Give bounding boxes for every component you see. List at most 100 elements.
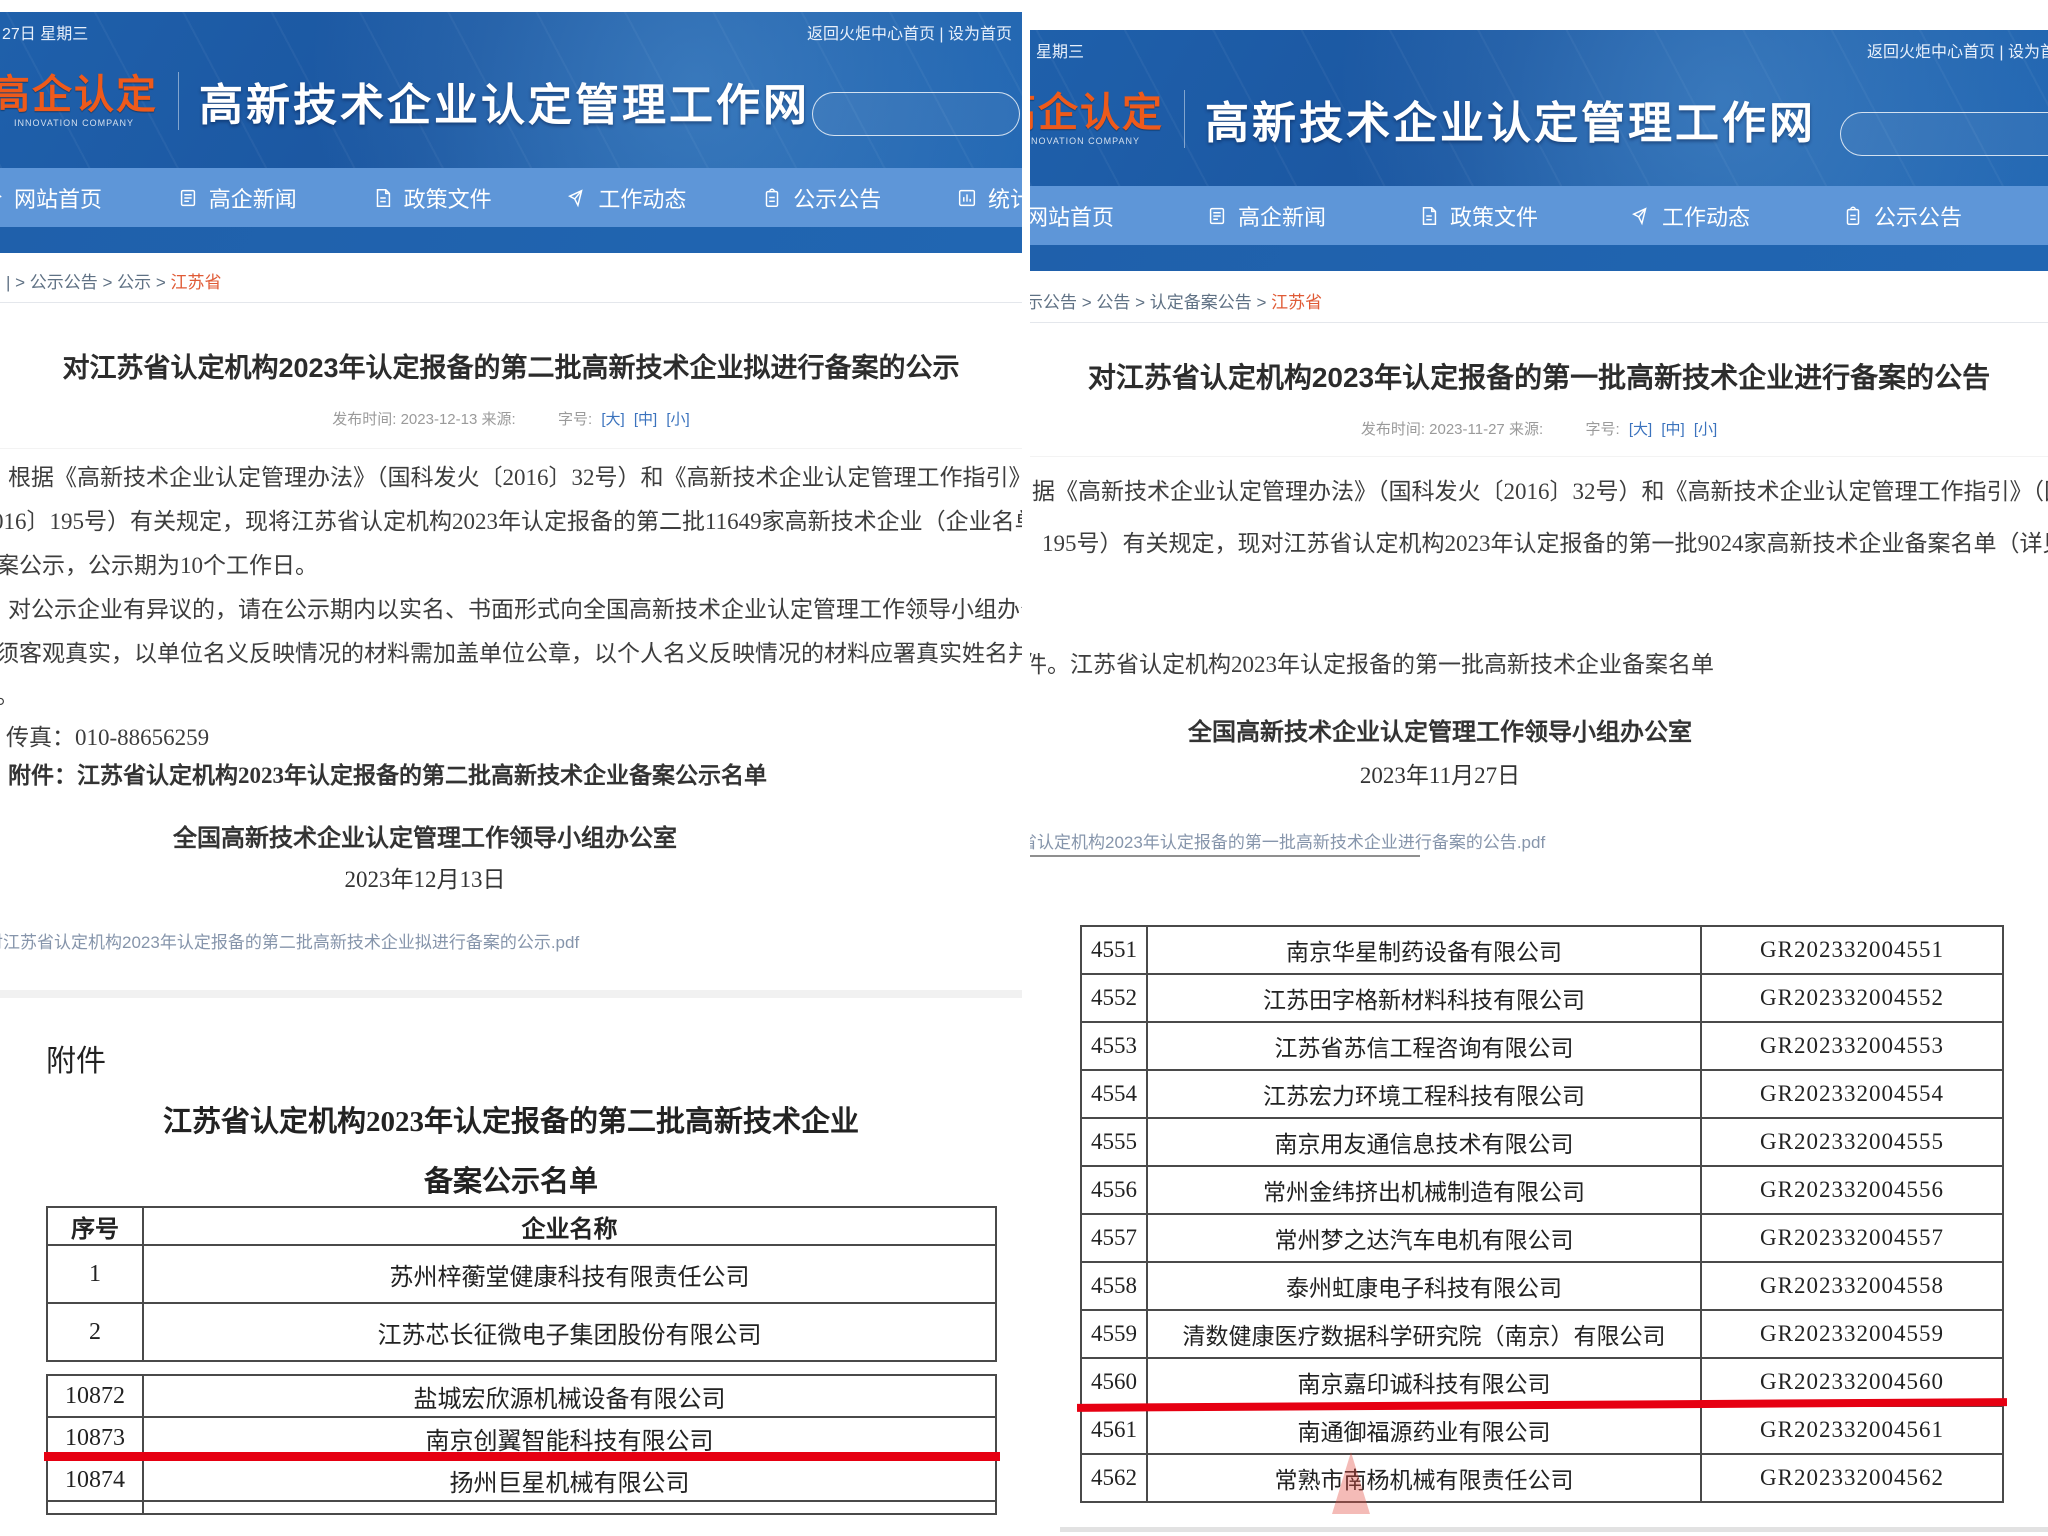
table-row: 10874 扬州巨星机械有限公司 xyxy=(46,1458,997,1502)
main-nav: 网站首页 高企新闻 政策文件 工作动态 公示公告 统计数据 xyxy=(1030,186,2048,245)
row-seq: 10874 xyxy=(46,1458,144,1502)
home-icon xyxy=(0,194,2,198)
table-row-partial xyxy=(46,1500,997,1515)
nav-item-home[interactable]: 网站首页 xyxy=(0,182,102,214)
divider xyxy=(0,448,1022,449)
breadcrumb-path[interactable]: | > 公示公告 > 公示 > xyxy=(6,273,171,292)
breadcrumb-path[interactable]: 示公告 > 公告 > 认定备案公告 > xyxy=(1030,293,1272,312)
table-row: 4561 南通御福源药业有限公司 GR202332004561 xyxy=(1080,1405,2004,1455)
body-line: 016〕195号）有关规定，现将江苏省认定机构2023年认定报备的第二批1164… xyxy=(0,509,1022,534)
fontsize-medium-button[interactable]: [中] xyxy=(1661,421,1685,438)
brand-divider xyxy=(1184,90,1185,148)
nav-item-news[interactable]: 高企新闻 xyxy=(177,182,297,214)
row-company-name: 扬州巨星机械有限公司 xyxy=(142,1458,997,1502)
search-input[interactable] xyxy=(1840,112,2048,156)
table-row: 1 苏州梓蘅堂健康科技有限责任公司 xyxy=(46,1244,997,1304)
col-header-seq: 序号 xyxy=(46,1206,144,1246)
attachment-label: 附件 xyxy=(46,1045,106,1078)
nav-label: 政策文件 xyxy=(403,186,492,212)
row-company-name: 江苏田字格新材料科技有限公司 xyxy=(1146,973,1702,1023)
row-cert-number: GR202332004553 xyxy=(1700,1021,2004,1071)
article-title: 对江苏省认定机构2023年认定报备的第二批高新技术企业拟进行备案的公示 xyxy=(62,353,960,383)
row-seq: 4562 xyxy=(1080,1453,1148,1503)
header-strip xyxy=(0,227,1022,253)
nav-item-announcements[interactable]: 公示公告 xyxy=(1842,200,1962,232)
publish-date: 2023-11-27 xyxy=(1429,421,1505,438)
body-line: 件。江苏省认定机构2023年认定报备的第一批高新技术企业备案名单 xyxy=(1030,652,1714,677)
row-seq: 4557 xyxy=(1080,1213,1148,1263)
fontsize-small-button[interactable]: [小] xyxy=(666,411,690,428)
nav-label: 高企新闻 xyxy=(208,186,297,212)
partial-divider xyxy=(1030,855,1420,857)
fontsize-large-button[interactable]: [大] xyxy=(1628,421,1653,438)
nav-label: 公示公告 xyxy=(1873,204,1962,230)
nav-item-news[interactable]: 高企新闻 xyxy=(1206,200,1326,232)
row-company-name: 江苏芯长征微电子集团股份有限公司 xyxy=(142,1302,997,1362)
row-company-name: 南京华星制药设备有限公司 xyxy=(1146,925,1702,975)
divider xyxy=(1030,456,2048,457)
nav-item-home[interactable]: 网站首页 xyxy=(1030,200,1114,232)
nav-label: 网站首页 xyxy=(14,186,103,212)
table-row-highlighted: 4560 南京嘉印诚科技有限公司 GR202332004560 xyxy=(1080,1357,2004,1407)
header-topbar: 星期三 返回火炬中心首页 | 设为首页 xyxy=(1030,38,2048,61)
breadcrumb[interactable]: 示公告 > 公告 > 认定备案公告 > 江苏省 xyxy=(1030,288,1322,313)
row-seq: 2 xyxy=(46,1302,144,1362)
site-header: 星期三 返回火炬中心首页 | 设为首页 高企认定 INNOVATION COMP… xyxy=(1030,30,2048,186)
screenshot-panel-right: 星期三 返回火炬中心首页 | 设为首页 高企认定 INNOVATION COMP… xyxy=(1030,0,2048,1536)
nav-item-activity[interactable]: 工作动态 xyxy=(1630,200,1750,232)
row-company-name: 清数健康医疗数据科学研究院（南京）有限公司 xyxy=(1146,1309,1702,1359)
nav-item-policy[interactable]: 政策文件 xyxy=(372,182,492,214)
table-row: 4552 江苏田字格新材料科技有限公司 GR202332004552 xyxy=(1080,973,2004,1023)
body-line: 195号）有关规定，现对江苏省认定机构2023年认定报备的第一批9024家高新技… xyxy=(1042,531,2048,556)
publish-label: 发布时间: xyxy=(332,411,397,428)
table-row: 4553 江苏省苏信工程咨询有限公司 GR202332004553 xyxy=(1080,1021,2004,1071)
row-seq: 10872 xyxy=(46,1374,144,1418)
row-cert-number: GR202332004559 xyxy=(1700,1309,2004,1359)
row-cert-number: GR202332004552 xyxy=(1700,973,2004,1023)
row-seq: 4560 xyxy=(1080,1357,1148,1407)
header-quick-links[interactable]: 返回火炬中心首页 | 设为首页 xyxy=(806,26,1012,43)
pdf-attachment-link[interactable]: 对江苏省认定机构2023年认定报备的第二批高新技术企业拟进行备案的公示.pdf xyxy=(0,933,580,952)
row-company-name: 常州梦之达汽车电机有限公司 xyxy=(1146,1213,1702,1263)
body-line: 据《高新技术企业认定管理办法》（国科发火〔2016〕32号）和《高新技术企业认定… xyxy=(1032,479,2048,504)
nav-label: 政策文件 xyxy=(1449,204,1538,230)
breadcrumb-current[interactable]: 江苏省 xyxy=(1271,293,1323,312)
row-company-name: 泰州虹康电子科技有限公司 xyxy=(1146,1261,1702,1311)
header-quick-links[interactable]: 返回火炬中心首页 | 设为首页 xyxy=(1866,44,2048,61)
table-row: 4559 清数健康医疗数据科学研究院（南京）有限公司 GR20233200455… xyxy=(1080,1309,2004,1359)
row-cert-number: GR202332004551 xyxy=(1700,925,2004,975)
sign-date: 2023年11月27日 xyxy=(1359,763,1521,788)
nav-item-statistics[interactable]: 统计数据 xyxy=(956,182,1022,214)
table-row: 10872 盐城宏欣源机械设备有限公司 xyxy=(46,1374,997,1418)
pdf-attachment-link[interactable]: 省认定机构2023年认定报备的第一批高新技术企业进行备案的公告.pdf xyxy=(1030,833,1546,852)
row-company-name: 盐城宏欣源机械设备有限公司 xyxy=(142,1374,997,1418)
clipboard-icon xyxy=(765,188,779,207)
body-line: 案公示，公示期为10个工作日。 xyxy=(0,553,318,578)
row-seq: 4561 xyxy=(1080,1405,1148,1455)
nav-label: 高企新闻 xyxy=(1237,204,1326,230)
row-cert-number: GR202332004556 xyxy=(1700,1165,2004,1215)
site-logo: 高企认定 INNOVATION COMPANY xyxy=(0,75,158,128)
screenshot-panel-left: 27日 星期三 返回火炬中心首页 | 设为首页 高企认定 INNOVATION … xyxy=(0,0,1022,1536)
article-title: 对江苏省认定机构2023年认定报备的第一批高新技术企业进行备案的公告 xyxy=(1087,362,1991,393)
search-input[interactable] xyxy=(812,92,1020,136)
table-row: 4558 泰州虹康电子科技有限公司 GR202332004558 xyxy=(1080,1261,2004,1311)
news-icon xyxy=(180,189,195,206)
fontsize-small-button[interactable]: [小] xyxy=(1693,421,1718,438)
site-title: 高新技术企业认定管理工作网 xyxy=(1205,99,1816,148)
nav-item-policy[interactable]: 政策文件 xyxy=(1418,200,1538,232)
breadcrumb[interactable]: | > 公示公告 > 公示 > 江苏省 xyxy=(6,268,222,293)
table-row: 2 江苏芯长征微电子集团股份有限公司 xyxy=(46,1302,997,1362)
nav-item-activity[interactable]: 工作动态 xyxy=(566,182,686,214)
logo-text: 高企认定 xyxy=(1030,90,1164,135)
source-label: 来源: xyxy=(1508,421,1544,438)
breadcrumb-current[interactable]: 江苏省 xyxy=(170,273,222,292)
row-seq: 4553 xyxy=(1080,1021,1148,1071)
row-seq: 4552 xyxy=(1080,973,1148,1023)
fontsize-medium-button[interactable]: [中] xyxy=(633,411,658,428)
fontsize-large-button[interactable]: [大] xyxy=(601,411,625,428)
news-icon xyxy=(1209,207,1225,224)
body-line: 。 xyxy=(0,676,19,710)
nav-item-announcements[interactable]: 公示公告 xyxy=(761,182,881,214)
body-line: 对公示企业有异议的，请在公示期内以实名、书面形式向全国高新技术企业认定管理工作领… xyxy=(8,597,1022,622)
